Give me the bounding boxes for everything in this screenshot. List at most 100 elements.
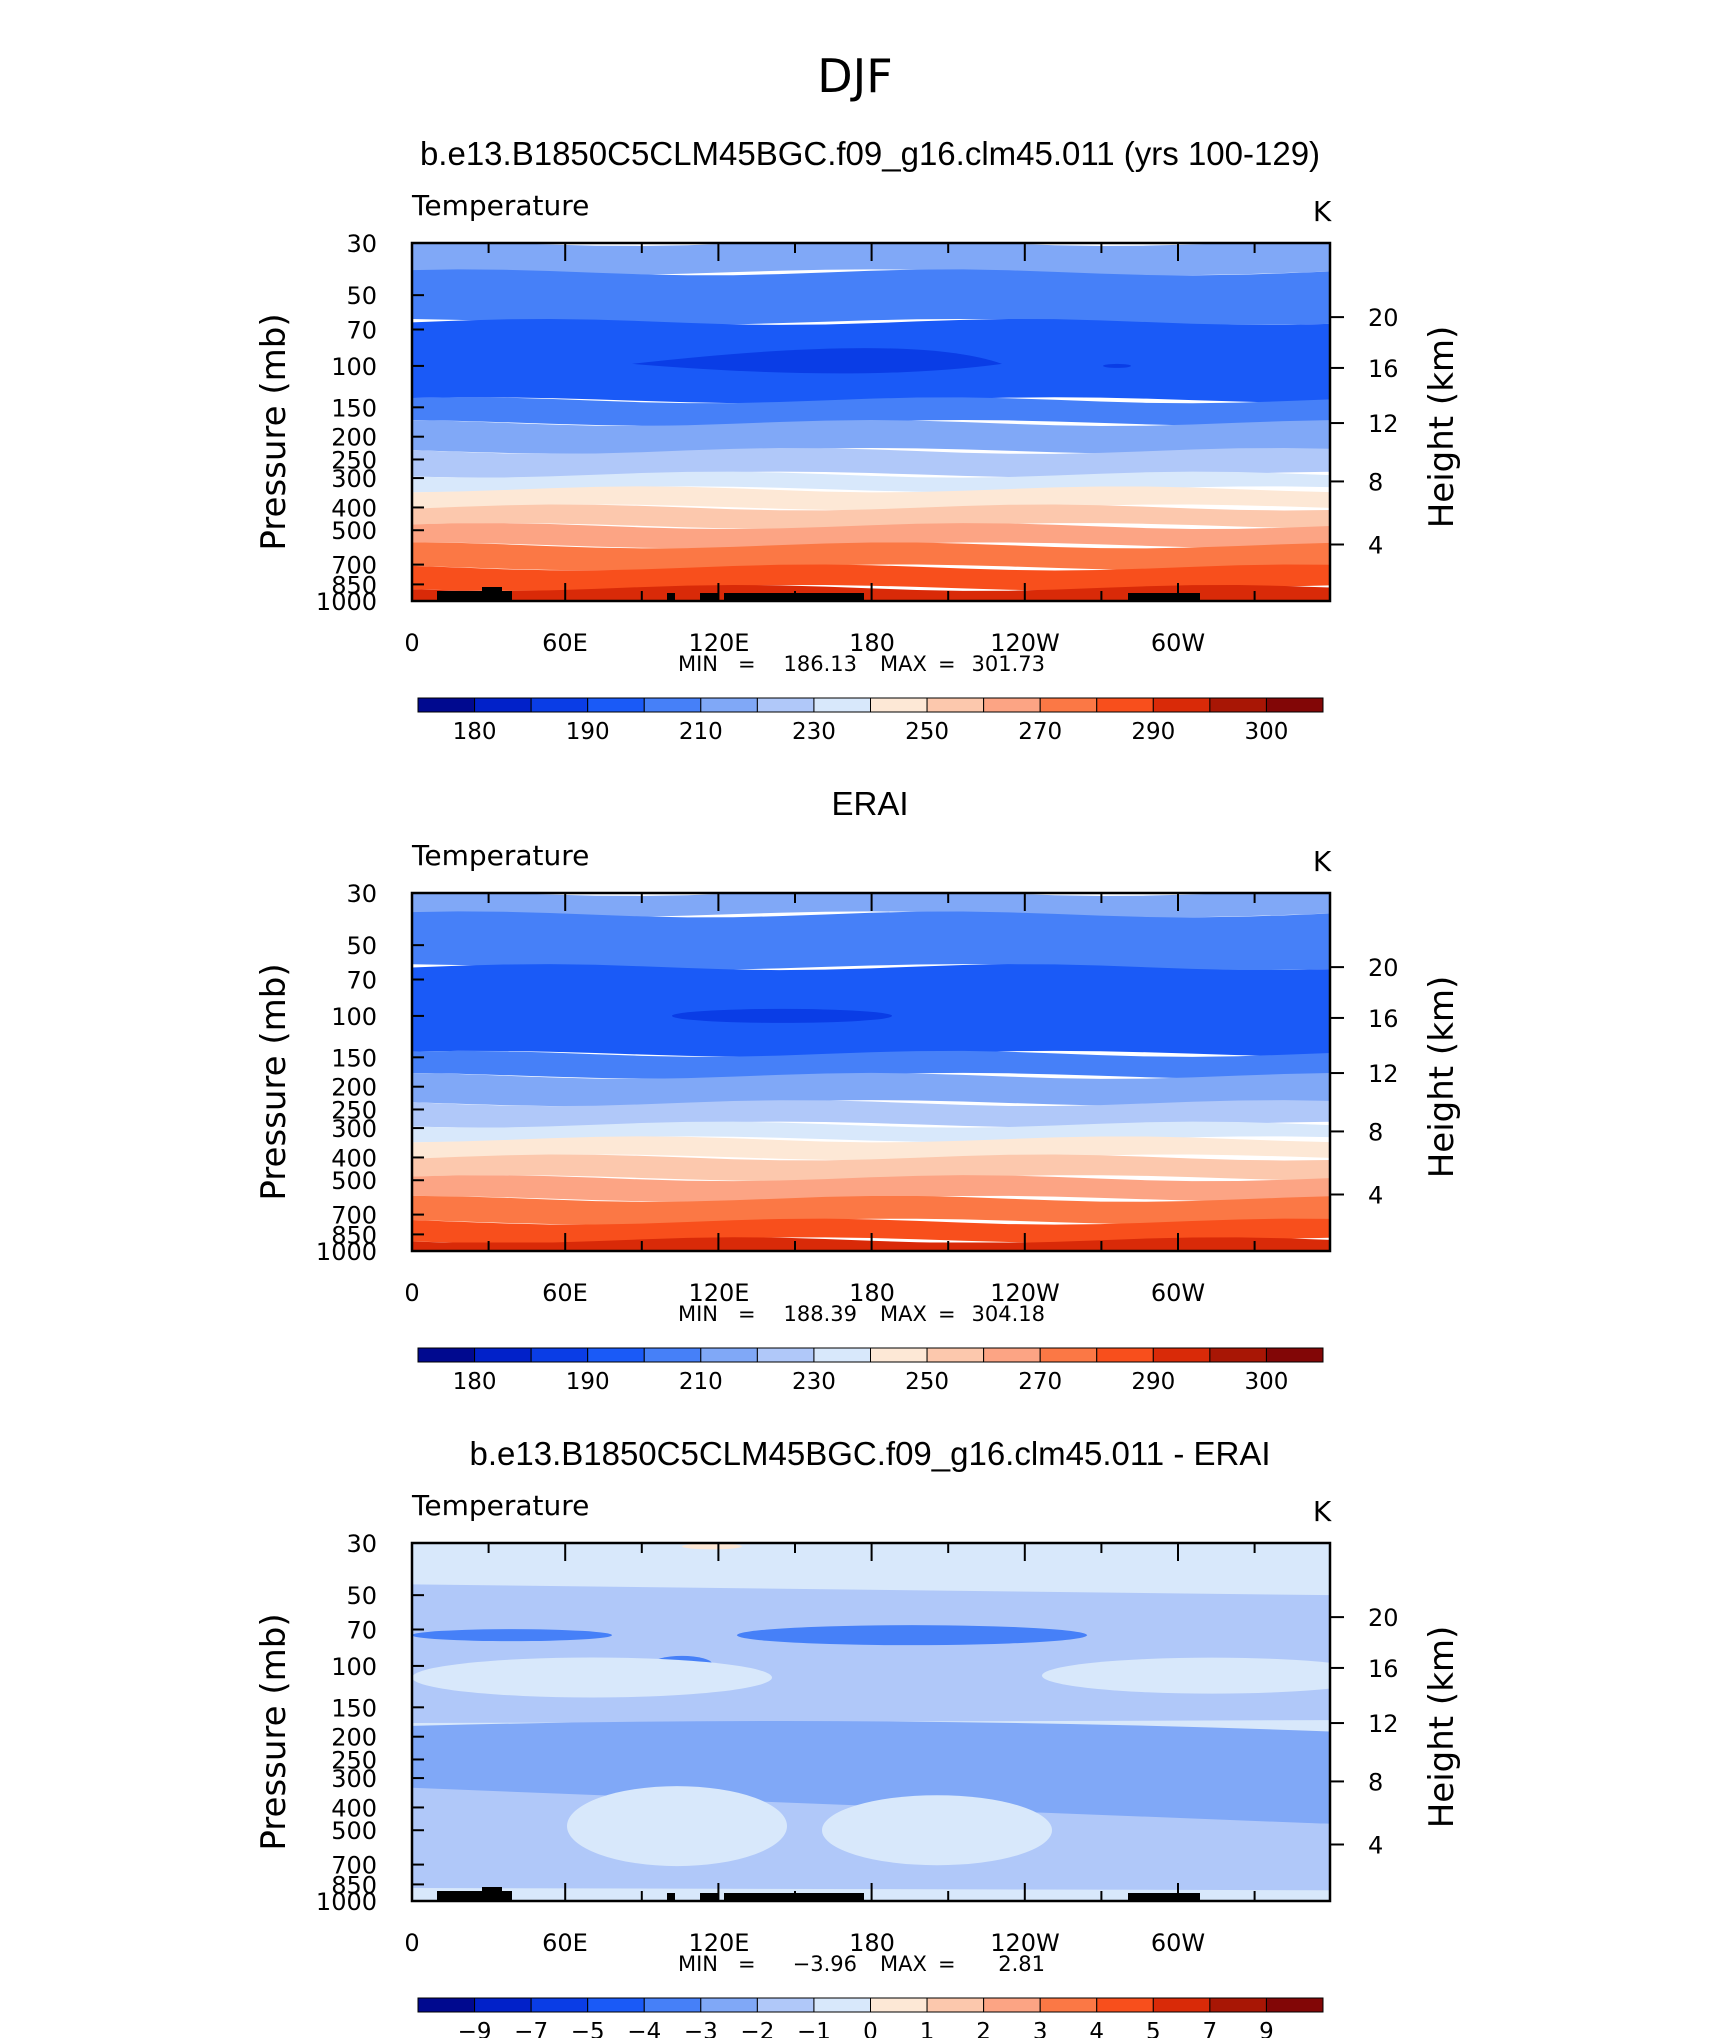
y-tick-label: 1000 (316, 588, 377, 616)
colorbar-swatch (1039, 1997, 1098, 2013)
contour-band (412, 1218, 1330, 1244)
y-tick-label: 400 (331, 494, 377, 522)
y-tick-label: 150 (331, 1044, 377, 1072)
colorbar-swatch (1152, 697, 1211, 713)
x-tick-label: 120E (689, 1279, 750, 1307)
contour-band (412, 1584, 1330, 1724)
y2-tick-label: 12 (1368, 1060, 1399, 1088)
colorbar-swatch (926, 1997, 985, 2013)
y-axis-title: Pressure (mb) (254, 313, 294, 550)
y2-axis-title: Height (km) (1422, 326, 1462, 529)
max-value: 2.81 (998, 1952, 1045, 1976)
colorbar-swatch (474, 697, 532, 713)
colorbar-swatch (1265, 1997, 1324, 2013)
contour-band (412, 486, 1330, 511)
topography-mask (700, 593, 718, 601)
contour-band (412, 504, 1330, 530)
colorbar-label: 0 (863, 2019, 878, 2038)
y-tick-label: 300 (331, 465, 377, 493)
variable-label: Temperature (411, 1489, 589, 1522)
x-tick-label: 60E (542, 1279, 588, 1307)
contour-band (672, 1008, 892, 1023)
contour-band (412, 420, 1330, 454)
max-label: MAX (880, 1302, 927, 1326)
colorbar-label: 180 (453, 719, 497, 745)
y2-tick-label: 16 (1368, 1005, 1399, 1033)
min-label: MIN (678, 1952, 718, 1976)
topography-mask (700, 1893, 718, 1901)
panel-model: b.e13.B1850C5CLM45BGC.f09_g16.clm45.011 … (254, 135, 1462, 745)
y-tick-label: 500 (331, 1817, 377, 1845)
colorbar-swatch (1039, 1347, 1098, 1363)
y-tick-label: 1000 (316, 1888, 377, 1916)
colorbar-label: 300 (1244, 1369, 1288, 1395)
colorbar-swatch (813, 1347, 871, 1363)
colorbar-label: −9 (458, 2019, 492, 2038)
x-tick-label: 120W (990, 1929, 1060, 1957)
colorbar-swatch (1265, 697, 1324, 713)
y-tick-label: 200 (331, 1724, 377, 1752)
colorbar-swatch (474, 1997, 532, 2013)
contour-band (412, 1136, 1330, 1161)
y-tick-label: 50 (346, 932, 377, 960)
max-equals: = (938, 1302, 956, 1326)
x-tick-label: 120W (990, 1279, 1060, 1307)
contour-band (412, 1195, 1330, 1225)
min-label: MIN (678, 652, 718, 676)
contour-band (822, 1795, 1052, 1866)
y2-tick-label: 12 (1368, 1710, 1399, 1738)
topography-mask (667, 1893, 675, 1901)
colorbar-label: −3 (684, 2019, 718, 2038)
y-tick-label: 700 (331, 552, 377, 580)
plot-area (412, 1543, 1330, 1901)
min-equals: = (738, 652, 756, 676)
colorbar-swatch (643, 697, 702, 713)
y-tick-label: 150 (331, 394, 377, 422)
colorbar-swatch (1209, 1997, 1267, 2013)
units-label: K (1313, 845, 1332, 878)
x-tick-label: 0 (404, 1279, 419, 1307)
min-label: MIN (678, 1302, 718, 1326)
units-label: K (1313, 195, 1332, 228)
x-tick-label: 60W (1151, 1279, 1205, 1307)
colorbar-swatch (643, 1997, 702, 2013)
y-tick-label: 500 (331, 517, 377, 545)
y2-tick-label: 12 (1368, 410, 1399, 438)
x-tick-label: 0 (404, 1929, 419, 1957)
colorbar-swatch (756, 697, 815, 713)
colorbar-label: 230 (792, 719, 836, 745)
colorbar-swatch (700, 1997, 758, 2013)
colorbar-swatch (756, 1347, 815, 1363)
colorbar-label: 250 (905, 1369, 949, 1395)
colorbar-swatch (870, 1997, 928, 2013)
colorbar-swatch (926, 697, 985, 713)
colorbar-label: 250 (905, 719, 949, 745)
min-value: 188.39 (784, 1302, 857, 1326)
y-tick-label: 400 (331, 1794, 377, 1822)
x-tick-label: 0 (404, 629, 419, 657)
colorbar-swatch (813, 1997, 871, 2013)
colorbar-label: 190 (566, 719, 610, 745)
y-tick-label: 700 (331, 1852, 377, 1880)
chart-title: b.e13.B1850C5CLM45BGC.f09_g16.clm45.011 … (420, 135, 1320, 172)
colorbar-label: 9 (1259, 2019, 1274, 2038)
topography-mask (667, 593, 675, 601)
colorbar-swatch (643, 1347, 702, 1363)
y-tick-label: 70 (346, 1617, 377, 1645)
colorbar-label: 290 (1131, 719, 1175, 745)
y2-tick-label: 16 (1368, 355, 1399, 383)
colorbar-label: 2 (976, 2019, 991, 2038)
y-tick-label: 100 (331, 1003, 377, 1031)
colorbar-swatch (1209, 1347, 1267, 1363)
colorbar-swatch (983, 697, 1041, 713)
y-tick-label: 100 (331, 353, 377, 381)
colorbar-swatch (530, 697, 589, 713)
max-label: MAX (880, 1952, 927, 1976)
x-tick-label: 60W (1151, 1929, 1205, 1957)
colorbar-swatch (983, 1997, 1041, 2013)
colorbar-label: 300 (1244, 719, 1288, 745)
max-value: 301.73 (972, 652, 1045, 676)
colorbar-swatch (1152, 1997, 1211, 2013)
colorbar-swatch (756, 1997, 815, 2013)
panel-difference: b.e13.B1850C5CLM45BGC.f09_g16.clm45.011 … (254, 1435, 1462, 2038)
